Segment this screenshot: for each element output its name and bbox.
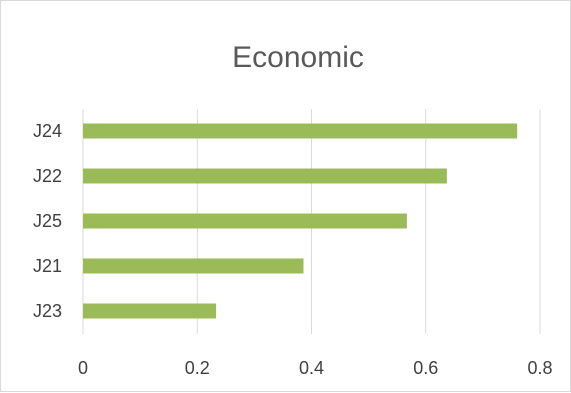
category-label-j22: J22 [33, 166, 62, 186]
bar-j21 [83, 258, 304, 274]
x-tick-label: 0.8 [527, 358, 552, 378]
category-label-j23: J23 [33, 301, 62, 321]
x-tick-label: 0.6 [413, 358, 438, 378]
chart-title: Economic [232, 41, 364, 74]
x-axis-tick-labels: 0 0.2 0.4 0.6 0.8 [78, 358, 553, 378]
x-tick-label: 0.2 [185, 358, 210, 378]
category-label-j24: J24 [33, 121, 62, 141]
category-label-j25: J25 [33, 211, 62, 231]
x-tick-label: 0 [78, 358, 88, 378]
category-label-j21: J21 [33, 256, 62, 276]
x-tick-label: 0.4 [299, 358, 324, 378]
bar-j22 [83, 168, 447, 184]
bar-j24 [83, 123, 518, 139]
bar-j25 [83, 213, 407, 229]
bars [83, 123, 518, 319]
bar-j23 [83, 303, 217, 319]
category-labels: J24 J22 J25 J21 J23 [33, 121, 62, 321]
